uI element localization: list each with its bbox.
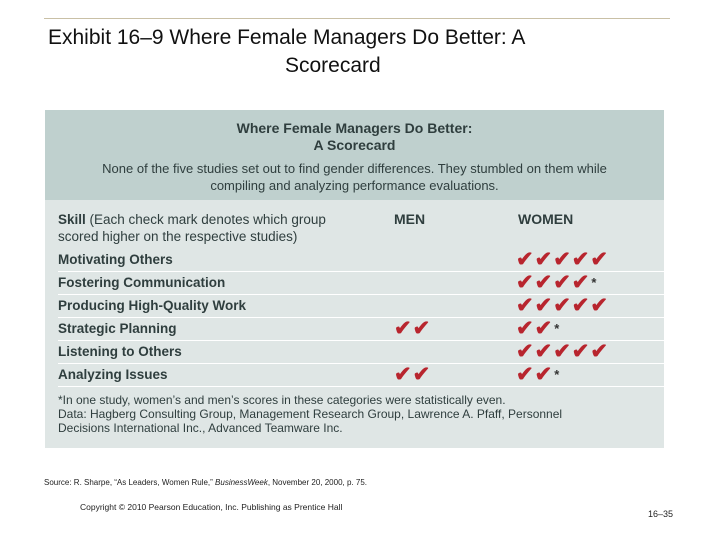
row-divider xyxy=(58,340,664,341)
scorecard-title: Where Female Managers Do Better: A Score… xyxy=(45,120,664,154)
women-check-icons: ✔✔✔✔* xyxy=(516,271,597,295)
source-prefix: Source: R. Sharpe, “As Leaders, Women Ru… xyxy=(44,478,216,487)
page-number: 16–35 xyxy=(648,509,674,519)
row-divider xyxy=(58,363,664,364)
table-row: Motivating Others ✔✔✔✔✔ xyxy=(58,248,664,272)
scorecard-note-line2: compiling and analyzing performance eval… xyxy=(210,178,499,193)
row-divider xyxy=(58,386,664,387)
women-check-icons: ✔✔✔✔✔ xyxy=(516,340,610,364)
women-check-icons: ✔✔* xyxy=(516,317,560,341)
women-check-icons: ✔✔✔✔✔ xyxy=(516,248,610,272)
skill-column-header: Skill (Each check mark denotes which gro… xyxy=(58,211,326,245)
table-row: Strategic Planning ✔✔ ✔✔* xyxy=(58,317,664,341)
even-score-asterisk: * xyxy=(591,275,598,290)
source-publication: BusinessWeek xyxy=(215,478,268,487)
even-score-asterisk: * xyxy=(554,321,561,336)
skill-label: Producing High-Quality Work xyxy=(58,298,247,313)
skill-label: Listening to Others xyxy=(58,344,182,359)
women-checks: ✔✔✔✔✔ xyxy=(516,340,609,363)
table-row: Producing High-Quality Work ✔✔✔✔✔ xyxy=(58,294,664,318)
source-suffix: , November 20, 2000, p. 75. xyxy=(267,478,367,487)
scorecard-footnote: *In one study, women’s and men’s scores … xyxy=(58,393,658,435)
row-divider xyxy=(58,317,664,318)
slide-title-line1: Exhibit 16–9 Where Female Managers Do Be… xyxy=(48,26,526,49)
skill-header-bold: Skill xyxy=(58,212,86,227)
table-row: Listening to Others ✔✔✔✔✔ xyxy=(58,340,664,364)
scorecard-note-line1: None of the five studies set out to find… xyxy=(102,161,607,176)
scorecard-panel: Where Female Managers Do Better: A Score… xyxy=(45,110,664,448)
scorecard-note: None of the five studies set out to find… xyxy=(45,160,664,194)
row-divider xyxy=(58,271,664,272)
men-column-header: MEN xyxy=(394,211,426,227)
copyright-notice: Copyright © 2010 Pearson Education, Inc.… xyxy=(80,502,343,512)
row-divider xyxy=(58,294,664,295)
top-rule xyxy=(44,18,670,19)
women-check-icons: ✔✔* xyxy=(516,363,560,387)
women-checks: ✔✔ xyxy=(516,317,554,340)
skill-label: Strategic Planning xyxy=(58,321,177,336)
source-citation: Source: R. Sharpe, “As Leaders, Women Ru… xyxy=(44,478,367,487)
women-checks: ✔✔ xyxy=(516,363,554,386)
women-check-icons: ✔✔✔✔✔ xyxy=(516,294,610,318)
skill-label: Motivating Others xyxy=(58,252,173,267)
footnote-line2: Data: Hagberg Consulting Group, Manageme… xyxy=(58,407,563,421)
women-checks: ✔✔✔✔✔ xyxy=(516,294,609,317)
skill-header-line1: (Each check mark denotes which group xyxy=(85,212,326,227)
table-row: Fostering Communication ✔✔✔✔* xyxy=(58,271,664,295)
even-score-asterisk: * xyxy=(554,367,561,382)
scorecard-title-line2: A Scorecard xyxy=(313,137,396,153)
footnote-line3: Decisions International Inc., Advanced T… xyxy=(58,421,343,435)
skill-label: Fostering Communication xyxy=(58,275,226,290)
slide-title-line2: Scorecard xyxy=(285,54,381,77)
skill-header-line2: scored higher on the respective studies) xyxy=(58,229,298,244)
men-check-icons: ✔✔ xyxy=(394,317,432,340)
table-row: Analyzing Issues ✔✔ ✔✔* xyxy=(58,363,664,387)
scorecard-title-line1: Where Female Managers Do Better: xyxy=(236,120,473,136)
skill-label: Analyzing Issues xyxy=(58,367,168,382)
women-column-header: WOMEN xyxy=(518,211,574,227)
scorecard-header: Where Female Managers Do Better: A Score… xyxy=(45,110,664,200)
slide-title: Exhibit 16–9 Where Female Managers Do Be… xyxy=(48,24,688,80)
footnote-line1: *In one study, women’s and men’s scores … xyxy=(58,393,506,407)
women-checks: ✔✔✔✔✔ xyxy=(516,248,609,271)
men-check-icons: ✔✔ xyxy=(394,363,432,386)
women-checks: ✔✔✔✔ xyxy=(516,271,591,294)
